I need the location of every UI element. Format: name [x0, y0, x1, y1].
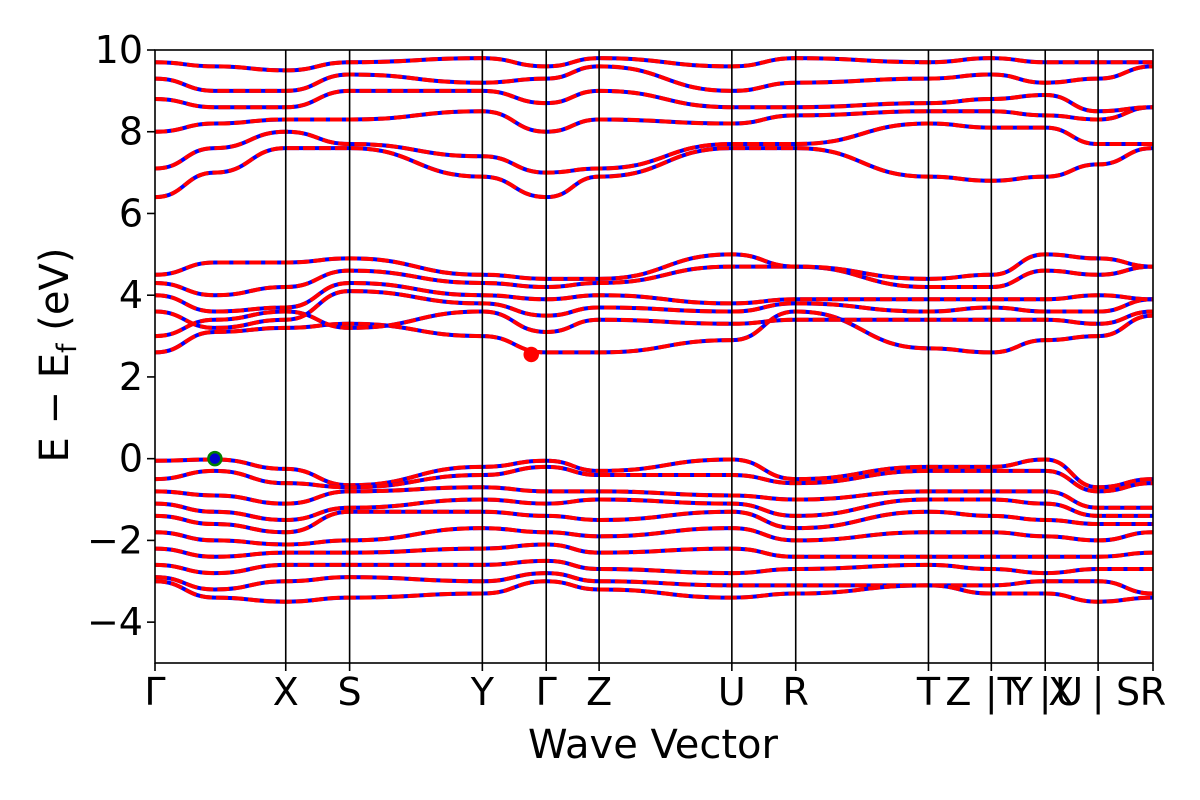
band-line-red: [155, 542, 1153, 559]
band-line-red: [155, 485, 1153, 510]
y-tick-label: 4: [119, 273, 143, 317]
y-axis-title-sub: f: [52, 342, 83, 353]
x-tick-label: X: [273, 670, 299, 714]
band-line-red: [155, 464, 1153, 494]
band-line-red: [155, 264, 1153, 298]
band-line-red: [155, 526, 1153, 547]
y-tick-label: −2: [87, 518, 143, 562]
y-tick-label: 2: [119, 355, 143, 399]
vbm-marker: [207, 450, 223, 467]
x-tick-label: |: [1092, 670, 1105, 715]
cbm-marker: [523, 346, 539, 363]
y-tick-label: 10: [95, 28, 143, 72]
x-tick-label: Γ: [536, 670, 557, 714]
x-tick-label: Γ: [144, 670, 165, 714]
x-tick-label: T: [916, 670, 941, 714]
x-tick-label: S: [1116, 670, 1140, 714]
x-tick-label: U: [718, 670, 746, 714]
x-tick-label: R: [783, 670, 809, 714]
x-tick-label: Z: [586, 670, 612, 714]
band-line-blue: [155, 146, 1153, 200]
band-line-red: [155, 146, 1153, 200]
band-line-red: [155, 64, 1153, 93]
x-tick-label: X: [1048, 670, 1074, 714]
band-line-red: [155, 558, 1153, 576]
y-axis-title-unit: (eV): [32, 248, 78, 344]
band-line-red: [155, 105, 1153, 134]
band-line-red: [155, 497, 1153, 522]
x-axis-title: Wave Vector: [528, 722, 779, 768]
x-axis-ticks: Γ X S Y Γ Z U R T Z | TY |XU | S R: [144, 663, 1166, 715]
y-tick-label: 0: [119, 437, 143, 481]
band-line-red: [155, 289, 1153, 330]
x-tick-label: |: [1039, 670, 1052, 715]
y-axis-ticks: 10 8 6 4 2 0 −2 −4: [87, 28, 155, 644]
y-tick-label: −4: [87, 600, 143, 644]
band-line-red: [155, 252, 1153, 281]
band-line-red: [155, 56, 1153, 73]
band-line-red: [155, 571, 1153, 596]
plot-area: [154, 49, 1154, 664]
x-tick-label: Y: [1009, 670, 1034, 714]
band-line-red: [155, 309, 1153, 355]
band-line-blue: [155, 88, 1153, 114]
x-tick-label: Z: [945, 670, 971, 714]
y-axis-title: E − Ef (eV): [32, 248, 83, 463]
y-axis-title-main: E − E: [32, 353, 78, 463]
plot-frame: [154, 49, 1154, 664]
x-tick-label: R: [1140, 670, 1166, 714]
x-tick-label: Y: [470, 670, 495, 714]
x-tick-label: T: [997, 670, 1022, 714]
x-tick-label: U: [1055, 670, 1083, 714]
bands: [155, 56, 1153, 604]
band-line-red: [155, 88, 1153, 114]
band-line-red: [155, 579, 1153, 604]
x-tick-label: S: [338, 670, 362, 714]
band-line-red: [155, 121, 1153, 175]
band-line-red: [155, 509, 1153, 535]
band-line-red: [155, 457, 1153, 490]
band-line-red: [155, 280, 1153, 314]
x-tick-label: |: [985, 670, 998, 715]
y-tick-label: 8: [119, 110, 143, 154]
y-tick-label: 6: [119, 191, 143, 235]
band-line-blue: [155, 309, 1153, 355]
